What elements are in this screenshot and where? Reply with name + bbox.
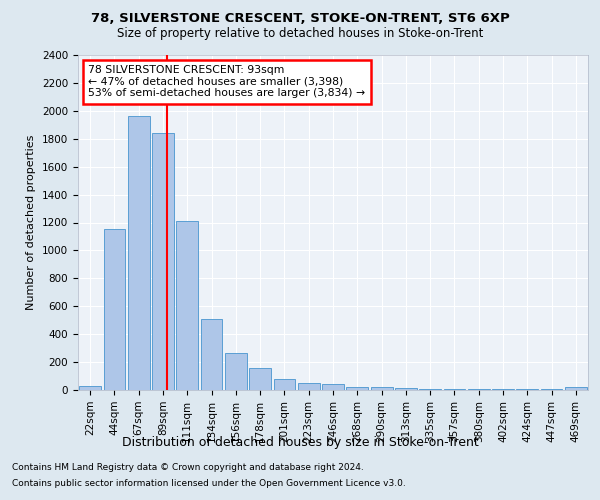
Text: Contains public sector information licensed under the Open Government Licence v3: Contains public sector information licen… <box>12 478 406 488</box>
Bar <box>152 133 174 390</box>
Bar <box>128 116 149 390</box>
Text: 78 SILVERSTONE CRESCENT: 93sqm
← 47% of detached houses are smaller (3,398)
53% : 78 SILVERSTONE CRESCENT: 93sqm ← 47% of … <box>88 65 365 98</box>
Bar <box>419 388 441 390</box>
Bar <box>371 387 392 390</box>
Bar <box>225 353 247 390</box>
Bar <box>443 388 466 390</box>
Bar <box>79 386 101 390</box>
Y-axis label: Number of detached properties: Number of detached properties <box>26 135 37 310</box>
Text: Contains HM Land Registry data © Crown copyright and database right 2024.: Contains HM Land Registry data © Crown c… <box>12 464 364 472</box>
Bar <box>395 388 417 390</box>
Bar <box>200 319 223 390</box>
Bar <box>249 368 271 390</box>
Bar <box>298 383 320 390</box>
Text: 78, SILVERSTONE CRESCENT, STOKE-ON-TRENT, ST6 6XP: 78, SILVERSTONE CRESCENT, STOKE-ON-TRENT… <box>91 12 509 26</box>
Bar <box>322 384 344 390</box>
Bar <box>104 230 125 390</box>
Text: Distribution of detached houses by size in Stoke-on-Trent: Distribution of detached houses by size … <box>122 436 478 449</box>
Bar <box>346 386 368 390</box>
Text: Size of property relative to detached houses in Stoke-on-Trent: Size of property relative to detached ho… <box>117 28 483 40</box>
Bar <box>565 387 587 390</box>
Bar <box>176 221 198 390</box>
Bar <box>274 379 295 390</box>
